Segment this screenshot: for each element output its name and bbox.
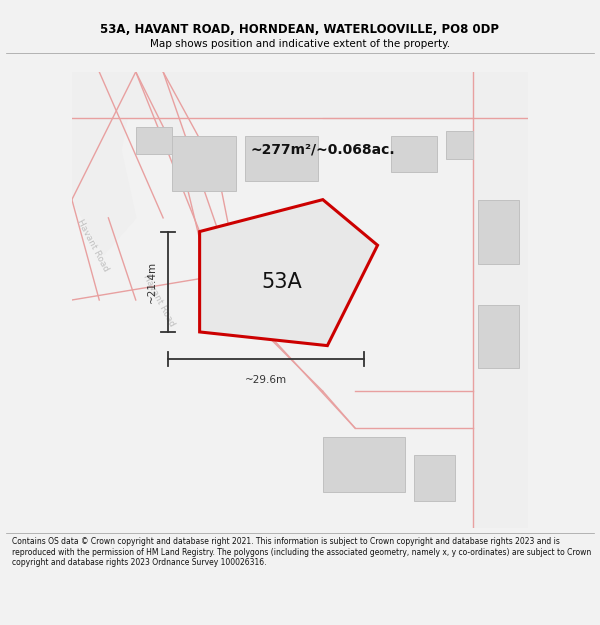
Polygon shape [414,455,455,501]
Text: ~277m²/~0.068ac.: ~277m²/~0.068ac. [251,142,395,156]
Polygon shape [245,136,318,181]
Polygon shape [136,127,172,154]
Text: 53A: 53A [262,272,302,292]
Text: 53A, HAVANT ROAD, HORNDEAN, WATERLOOVILLE, PO8 0DP: 53A, HAVANT ROAD, HORNDEAN, WATERLOOVILL… [101,23,499,36]
Polygon shape [323,437,405,492]
Polygon shape [72,72,136,218]
Polygon shape [446,131,473,159]
Text: Contains OS data © Crown copyright and database right 2021. This information is : Contains OS data © Crown copyright and d… [12,537,591,567]
Text: Havant Road: Havant Road [141,272,176,328]
Polygon shape [473,72,528,528]
Polygon shape [478,199,519,264]
Text: ~29.6m: ~29.6m [245,375,287,385]
Polygon shape [136,72,245,309]
Polygon shape [72,72,528,118]
Polygon shape [391,136,437,172]
Polygon shape [200,199,377,346]
Polygon shape [172,136,236,191]
Polygon shape [72,72,136,254]
Polygon shape [478,304,519,368]
Text: ~21.4m: ~21.4m [147,261,157,302]
Text: Havant Road: Havant Road [75,217,110,273]
Polygon shape [209,278,355,428]
Text: Map shows position and indicative extent of the property.: Map shows position and indicative extent… [150,39,450,49]
